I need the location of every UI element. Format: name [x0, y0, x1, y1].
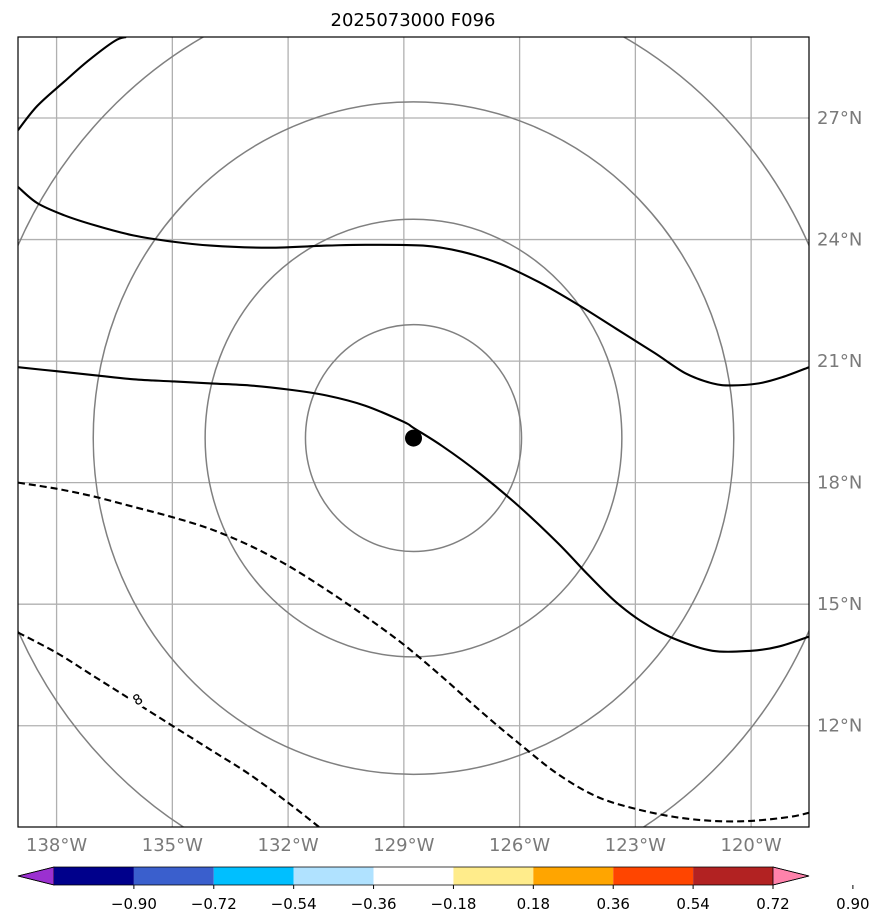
- plot-frame: [17, 36, 810, 828]
- contour-line-dashed: [18, 631, 320, 827]
- colorbar-tick-label: 0.36: [597, 895, 630, 913]
- x-tick-label: 138°W: [26, 835, 87, 856]
- colorbar-tick-label: −0.90: [111, 895, 157, 913]
- markers: [405, 429, 422, 447]
- colorbar-segment: [453, 867, 534, 885]
- colorbar-tick-label: −0.54: [271, 895, 317, 913]
- contour-line-dashed: [18, 481, 809, 823]
- colorbar-segment: [613, 867, 694, 885]
- y-tick-label: 18°N: [817, 473, 862, 494]
- colorbar-segment: [533, 867, 614, 885]
- contour-line-solid: [18, 37, 127, 131]
- range-rings: [18, 37, 809, 827]
- x-tick-labels: 138°W 135°W 132°W 129°W 126°W 123°W 120°W: [26, 835, 782, 856]
- colorbar-tick-label: −0.18: [430, 895, 476, 913]
- y-tick-label: 15°N: [817, 594, 862, 615]
- x-tick-label: 126°W: [489, 835, 550, 856]
- colorbar-outline: [17, 866, 810, 886]
- range-ring: [304, 323, 523, 553]
- colorbar-extend-high: [772, 866, 810, 886]
- gridlines: [18, 37, 809, 827]
- colorbar-tick-label: 0.90: [836, 895, 869, 913]
- colorbar-segment: [54, 867, 134, 885]
- colorbar-tick-label: −0.36: [351, 895, 397, 913]
- contour-line-solid: [18, 186, 809, 387]
- colorbar-tick-label: 0.72: [756, 895, 789, 913]
- colorbar-segment: [373, 867, 454, 885]
- range-ring: [18, 37, 809, 827]
- colorbar-segment: [213, 867, 294, 885]
- range-ring: [204, 218, 623, 658]
- colorbar: −0.90 −0.72 −0.54 −0.36 −0.18 0.18 0.36 0.54 0.7…: [17, 866, 870, 913]
- colorbar-tick-label: 0.54: [676, 895, 709, 913]
- colorbar-extend-low: [17, 866, 55, 886]
- colorbar-segment: [293, 867, 374, 885]
- x-tick-label: 135°W: [142, 835, 203, 856]
- colorbar-segment: [133, 867, 214, 885]
- x-tick-label: 123°W: [605, 835, 666, 856]
- colorbar-tick-label: 0.18: [517, 895, 550, 913]
- x-tick-label: 129°W: [373, 835, 434, 856]
- x-tick-label: 120°W: [721, 835, 782, 856]
- y-tick-labels: 27°N 24°N 21°N 18°N 15°N 12°N: [817, 108, 862, 737]
- y-tick-label: 12°N: [817, 716, 862, 737]
- contour-label-bg: [127, 688, 149, 711]
- y-tick-label: 24°N: [817, 230, 862, 251]
- storm-center-marker: [405, 429, 422, 447]
- contour-lines: 8: [18, 37, 809, 827]
- colorbar-segment: [693, 867, 773, 885]
- y-tick-label: 21°N: [817, 351, 862, 372]
- contour-line-solid: [18, 366, 809, 653]
- range-ring: [92, 101, 735, 776]
- chart-title: 2025073000 F096: [331, 10, 496, 31]
- colorbar-tick-label: −0.72: [191, 895, 237, 913]
- y-tick-label: 27°N: [817, 108, 862, 129]
- x-tick-label: 132°W: [258, 835, 319, 856]
